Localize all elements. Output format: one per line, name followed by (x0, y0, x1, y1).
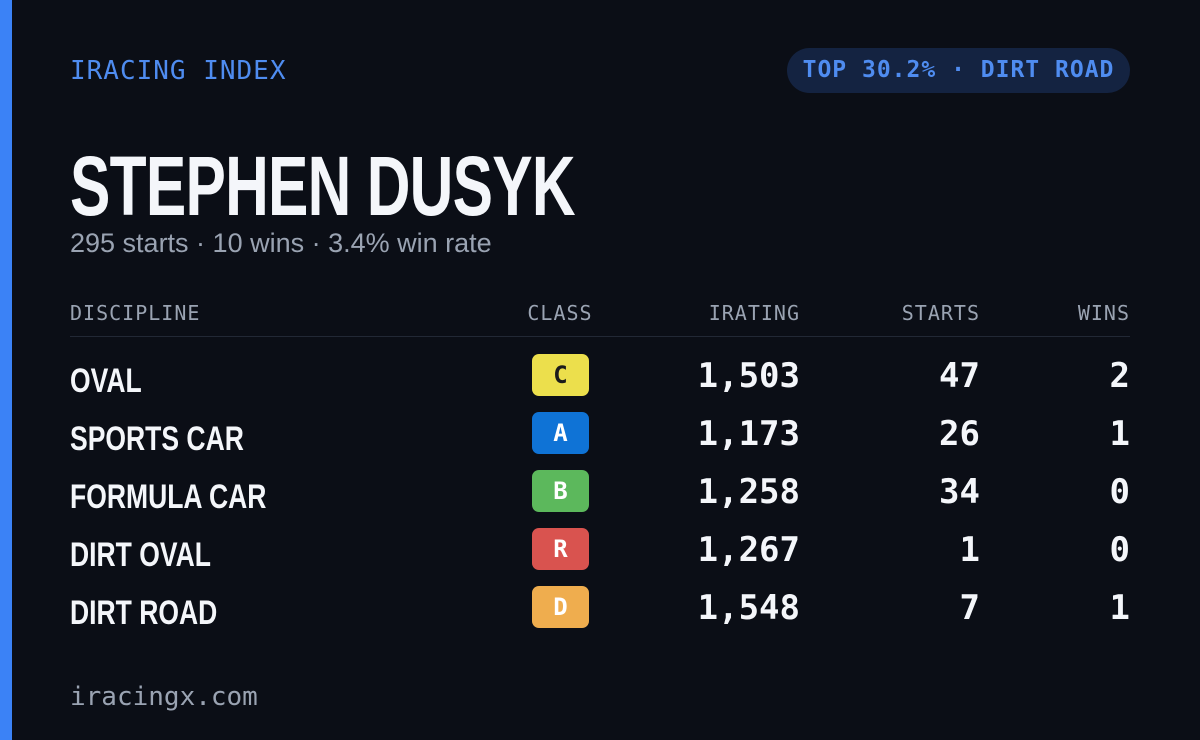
column-header: IRATING (708, 301, 800, 325)
class-badge: B (532, 470, 589, 512)
brand: IRACING INDEX (70, 56, 287, 86)
column-header: WINS (1077, 301, 1130, 325)
starts: 26 (939, 414, 980, 454)
irating: 1,258 (697, 472, 800, 512)
player-summary: 295 starts · 10 wins · 3.4% win rate (70, 228, 492, 258)
discipline: OVAL (70, 362, 142, 400)
column-header: DISCIPLINE (70, 301, 201, 325)
irating: 1,503 (697, 356, 800, 396)
class-badge: R (532, 528, 589, 570)
discipline: FORMULA CAR (70, 478, 267, 516)
irating: 1,173 (697, 414, 800, 454)
discipline: DIRT ROAD (70, 594, 218, 632)
irating: 1,548 (697, 588, 800, 628)
irating: 1,267 (697, 530, 800, 570)
header-rule (70, 336, 1130, 337)
discipline: SPORTS CAR (70, 420, 244, 458)
player-name: STEPHEN DUSYK (70, 139, 576, 233)
wins: 1 (1109, 414, 1130, 454)
wins: 0 (1109, 472, 1130, 512)
class-badge: C (532, 354, 589, 396)
accent-bar (0, 0, 12, 740)
wins: 2 (1109, 356, 1130, 396)
rank-badge: TOP 30.2% · DIRT ROAD (787, 48, 1130, 93)
starts: 34 (939, 472, 980, 512)
starts: 7 (959, 588, 980, 628)
discipline: DIRT OVAL (70, 536, 211, 574)
starts: 47 (939, 356, 980, 396)
class-badge: A (532, 412, 589, 454)
class-badge: D (532, 586, 589, 628)
wins: 1 (1109, 588, 1130, 628)
column-header: STARTS (901, 301, 980, 325)
wins: 0 (1109, 530, 1130, 570)
starts: 1 (959, 530, 980, 570)
footer-url: iracingx.com (70, 682, 258, 712)
column-header: CLASS (527, 301, 593, 325)
